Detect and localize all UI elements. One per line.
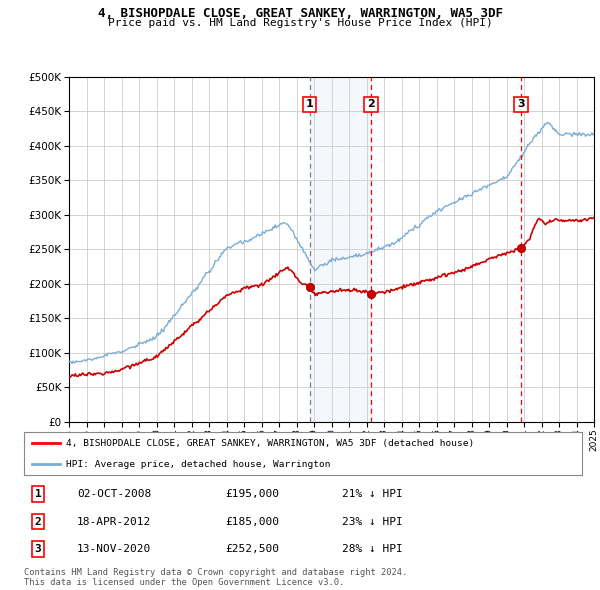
Text: 28% ↓ HPI: 28% ↓ HPI xyxy=(342,544,403,554)
Text: 3: 3 xyxy=(517,99,525,109)
Text: 23% ↓ HPI: 23% ↓ HPI xyxy=(342,517,403,526)
Text: 1: 1 xyxy=(306,99,314,109)
Text: £185,000: £185,000 xyxy=(225,517,279,526)
Text: 1: 1 xyxy=(35,489,41,499)
Bar xyxy=(310,77,371,422)
Text: 2: 2 xyxy=(35,517,41,526)
Text: 13-NOV-2020: 13-NOV-2020 xyxy=(77,544,151,554)
Text: Price paid vs. HM Land Registry's House Price Index (HPI): Price paid vs. HM Land Registry's House … xyxy=(107,18,493,28)
Text: 2: 2 xyxy=(367,99,375,109)
Text: 4, BISHOPDALE CLOSE, GREAT SANKEY, WARRINGTON, WA5 3DF (detached house): 4, BISHOPDALE CLOSE, GREAT SANKEY, WARRI… xyxy=(66,438,474,448)
Text: 18-APR-2012: 18-APR-2012 xyxy=(77,517,151,526)
Text: 21% ↓ HPI: 21% ↓ HPI xyxy=(342,489,403,499)
Text: £252,500: £252,500 xyxy=(225,544,279,554)
Text: £195,000: £195,000 xyxy=(225,489,279,499)
Text: 3: 3 xyxy=(35,544,41,554)
Text: HPI: Average price, detached house, Warrington: HPI: Average price, detached house, Warr… xyxy=(66,460,331,469)
Text: Contains HM Land Registry data © Crown copyright and database right 2024.
This d: Contains HM Land Registry data © Crown c… xyxy=(24,568,407,587)
Text: 02-OCT-2008: 02-OCT-2008 xyxy=(77,489,151,499)
Text: 4, BISHOPDALE CLOSE, GREAT SANKEY, WARRINGTON, WA5 3DF: 4, BISHOPDALE CLOSE, GREAT SANKEY, WARRI… xyxy=(97,7,503,20)
